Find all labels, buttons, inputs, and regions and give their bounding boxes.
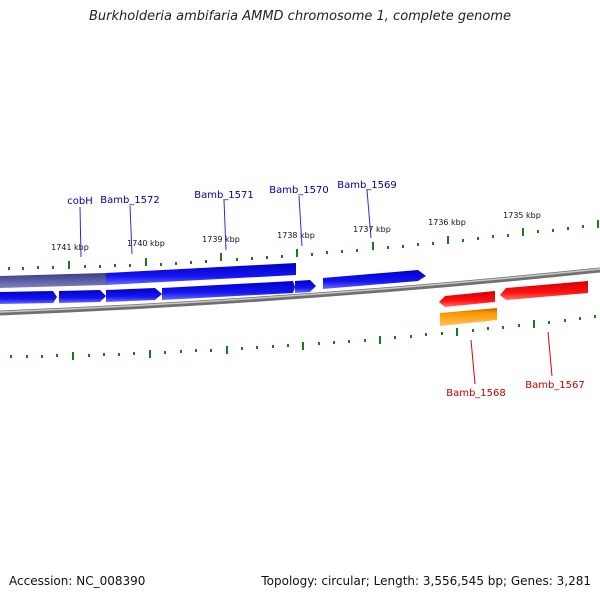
gene-label-bamb-1571[interactable]: Bamb_1571 bbox=[194, 190, 254, 201]
gene-label-bamb-1567[interactable]: Bamb_1567 bbox=[525, 380, 585, 391]
scale-label-1740: 1740 kbp bbox=[127, 239, 165, 248]
gene-feature-segment-4[interactable] bbox=[162, 281, 295, 300]
gene-feature-bamb-1570[interactable] bbox=[295, 280, 316, 293]
gene-feature-segment-1[interactable] bbox=[0, 291, 57, 304]
scale-label-1741: 1741 kbp bbox=[51, 243, 89, 252]
accession-label: Accession: NC_008390 bbox=[9, 574, 146, 588]
scale-label-1739: 1739 kbp bbox=[202, 235, 240, 244]
gene-feature-bamb-1569[interactable] bbox=[323, 270, 426, 289]
gene-label-bamb-1568[interactable]: Bamb_1568 bbox=[446, 388, 506, 399]
gene-feature-bamb-1571[interactable] bbox=[106, 288, 162, 302]
scale-label-1735: 1735 kbp bbox=[503, 211, 541, 220]
gene-feature-bamb-1567[interactable] bbox=[500, 281, 588, 300]
chromosome-backbone-highlight bbox=[0, 268, 600, 313]
map-title: Burkholderia ambifaria AMMD chromosome 1… bbox=[88, 9, 512, 24]
gene-feature-bamb-1572[interactable] bbox=[106, 263, 296, 285]
chromosome-backbone bbox=[0, 267, 600, 316]
scale-label-1738: 1738 kbp bbox=[277, 231, 315, 240]
gene-feature-bamb-1568-orange[interactable] bbox=[440, 308, 497, 326]
gene-label-cobh[interactable]: cobH bbox=[67, 196, 92, 207]
label-leader-lines bbox=[79, 189, 553, 385]
gene-label-bamb-1570[interactable]: Bamb_1570 bbox=[269, 185, 329, 196]
inner-tick-ring bbox=[10, 315, 596, 360]
gene-feature-segment-2[interactable] bbox=[59, 290, 106, 303]
gene-feature-cobh[interactable] bbox=[0, 273, 106, 288]
outer-tick-ring bbox=[8, 220, 599, 270]
scale-label-1737: 1737 kbp bbox=[353, 225, 391, 234]
topology-label: Topology: circular; Length: 3,556,545 bp… bbox=[261, 574, 591, 588]
gene-label-bamb-1569[interactable]: Bamb_1569 bbox=[337, 180, 397, 191]
gene-feature-bamb-1568[interactable] bbox=[439, 291, 495, 307]
gene-label-bamb-1572[interactable]: Bamb_1572 bbox=[100, 195, 160, 206]
scale-label-1736: 1736 kbp bbox=[428, 218, 466, 227]
